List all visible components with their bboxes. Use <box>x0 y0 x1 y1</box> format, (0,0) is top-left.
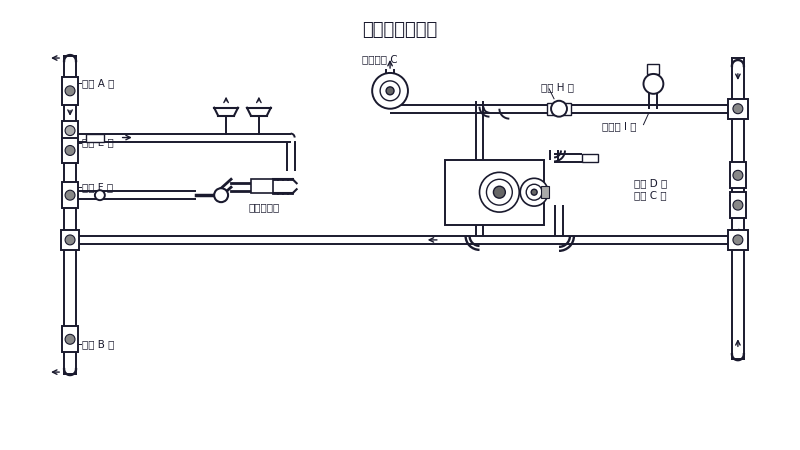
Bar <box>62 121 78 140</box>
Text: 球阀 H 关: 球阀 H 关 <box>541 82 574 92</box>
Bar <box>62 326 78 352</box>
Circle shape <box>733 200 743 210</box>
Bar <box>61 230 79 250</box>
Text: 球阀 D 开: 球阀 D 开 <box>634 178 666 188</box>
Circle shape <box>479 172 519 212</box>
Bar <box>730 162 746 188</box>
Text: 球阀 A 开: 球阀 A 开 <box>82 78 114 88</box>
Bar <box>547 103 555 115</box>
Circle shape <box>551 101 567 117</box>
Circle shape <box>65 334 75 344</box>
Text: 洒水炮出口: 洒水炮出口 <box>249 202 280 212</box>
Bar <box>251 179 273 193</box>
Circle shape <box>531 189 537 195</box>
Bar <box>728 230 748 250</box>
Text: 三通球阀 C: 三通球阀 C <box>362 54 398 64</box>
Circle shape <box>733 104 743 114</box>
Bar <box>728 99 748 119</box>
Circle shape <box>733 235 743 245</box>
Bar <box>62 182 78 208</box>
Text: 消防栓 I 关: 消防栓 I 关 <box>602 122 636 131</box>
Bar <box>445 160 544 225</box>
Circle shape <box>733 171 743 180</box>
Bar <box>541 186 549 198</box>
Text: 球阀 C 开: 球阀 C 开 <box>634 190 666 200</box>
Text: 球阀 E 开: 球阀 E 开 <box>82 138 114 148</box>
Bar <box>86 134 104 141</box>
Text: 水泵: 水泵 <box>512 205 526 215</box>
Circle shape <box>65 126 75 135</box>
Text: 洒水、浇灌花木: 洒水、浇灌花木 <box>362 21 438 39</box>
Circle shape <box>643 74 663 94</box>
Circle shape <box>386 87 394 95</box>
Bar <box>62 138 78 163</box>
Bar <box>582 154 598 162</box>
Bar <box>647 64 659 74</box>
Circle shape <box>65 86 75 96</box>
Circle shape <box>65 145 75 155</box>
Circle shape <box>65 190 75 200</box>
Circle shape <box>65 235 75 245</box>
Circle shape <box>214 188 228 202</box>
Circle shape <box>494 186 506 198</box>
Text: 球阀 F 关: 球阀 F 关 <box>82 182 113 192</box>
Circle shape <box>372 73 408 109</box>
Bar <box>730 192 746 218</box>
Bar <box>563 103 571 115</box>
Bar <box>62 77 78 105</box>
Circle shape <box>520 178 548 206</box>
Circle shape <box>95 190 105 200</box>
Text: 球阀 B 开: 球阀 B 开 <box>82 339 114 349</box>
